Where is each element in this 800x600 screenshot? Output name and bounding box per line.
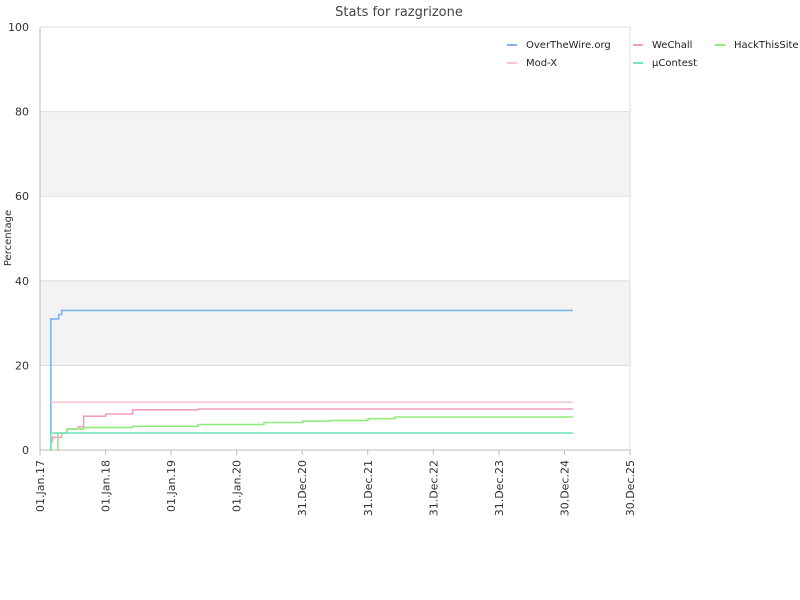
grid-lines [40,26,631,451]
legend-item-label: Mod-X [526,58,557,69]
x-tick-label: 01.Jan.18 [100,460,113,512]
plot-bands [40,111,630,366]
chart-title: Stats for razgrizone [335,5,463,20]
x-tick-label: 30.Dec.24 [558,460,571,516]
x-tick-label: 01.Jan.17 [34,460,47,512]
plot-band [40,111,630,197]
x-tick-label: 31.Dec.23 [493,460,506,516]
legend-item-label: HackThisSite [734,40,799,51]
x-tick-label: 31.Dec.22 [427,460,440,516]
legend-item-label: OverTheWire.org [526,40,611,51]
series-line-2 [50,408,573,451]
x-tick-label: 30.Dec.25 [624,460,637,516]
series-line-1 [50,309,573,451]
series-line-5 [50,432,573,451]
series-lines [50,309,573,451]
legend-item-label: WeChall [652,40,692,51]
y-tick-labels: 0 20 40 60 80 100 [8,21,29,457]
y-tick-label: 80 [15,106,29,119]
series-line-3 [56,416,573,451]
y-axis-label: Percentage [3,210,14,266]
y-tick-label: 40 [15,275,29,288]
plot-band [40,280,630,366]
x-tick-label: 31.Dec.20 [296,460,309,516]
axes [39,27,630,454]
x-tick-label: 01.Jan.19 [165,460,178,512]
x-tick-label: 31.Dec.21 [362,460,375,516]
y-tick-label: 100 [8,21,29,34]
x-tick-label: 01.Jan.20 [231,460,244,512]
y-tick-label: 60 [15,190,29,203]
y-tick-label: 0 [22,444,29,457]
x-tick-labels: 01.Jan.17 01.Jan.18 01.Jan.19 01.Jan.20 31.D… [34,450,637,516]
legend: OverTheWire.org WeChall HackThisSite Mod-X µ… [507,40,799,69]
legend-item-label: µContest [652,58,697,69]
y-tick-label: 20 [15,359,29,372]
